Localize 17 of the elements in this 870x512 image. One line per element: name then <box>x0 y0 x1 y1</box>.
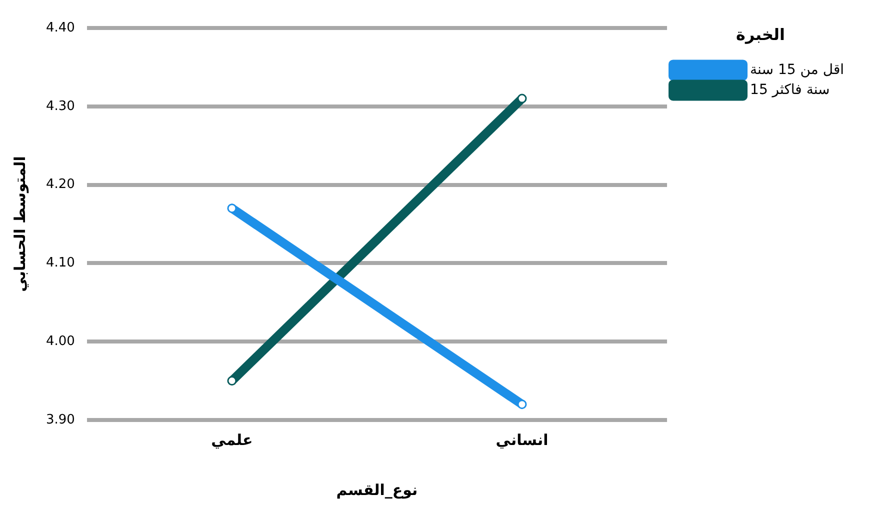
point <box>227 376 237 386</box>
y-tick-label: 3.90 <box>46 412 75 428</box>
legend-title: الخبرة <box>736 25 785 44</box>
x-axis-title: نوع_القسم <box>336 480 418 499</box>
x-tick-label: انساني <box>496 430 548 449</box>
point <box>517 94 527 104</box>
point <box>227 204 237 214</box>
legend-label: اقل من 15 سنة <box>750 62 844 78</box>
y-tick-label: 4.30 <box>46 98 75 114</box>
legend-label: 15 سنة فاكثر <box>750 82 830 98</box>
y-tick-label: 4.40 <box>46 20 75 36</box>
y-tick-label: 4.10 <box>46 256 75 271</box>
point <box>517 400 527 410</box>
y-tick-label: 4.20 <box>46 177 75 192</box>
x-tick-label: علمي <box>211 430 253 449</box>
y-axis-title: المتوسط الحسابي <box>10 156 29 292</box>
y-tick-label: 4.00 <box>46 334 75 349</box>
